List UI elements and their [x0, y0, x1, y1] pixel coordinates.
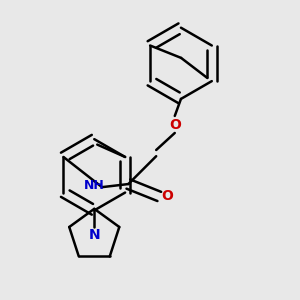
Text: N: N — [88, 228, 100, 242]
Text: O: O — [161, 189, 173, 203]
Text: O: O — [169, 118, 181, 132]
Text: NH: NH — [84, 179, 105, 192]
